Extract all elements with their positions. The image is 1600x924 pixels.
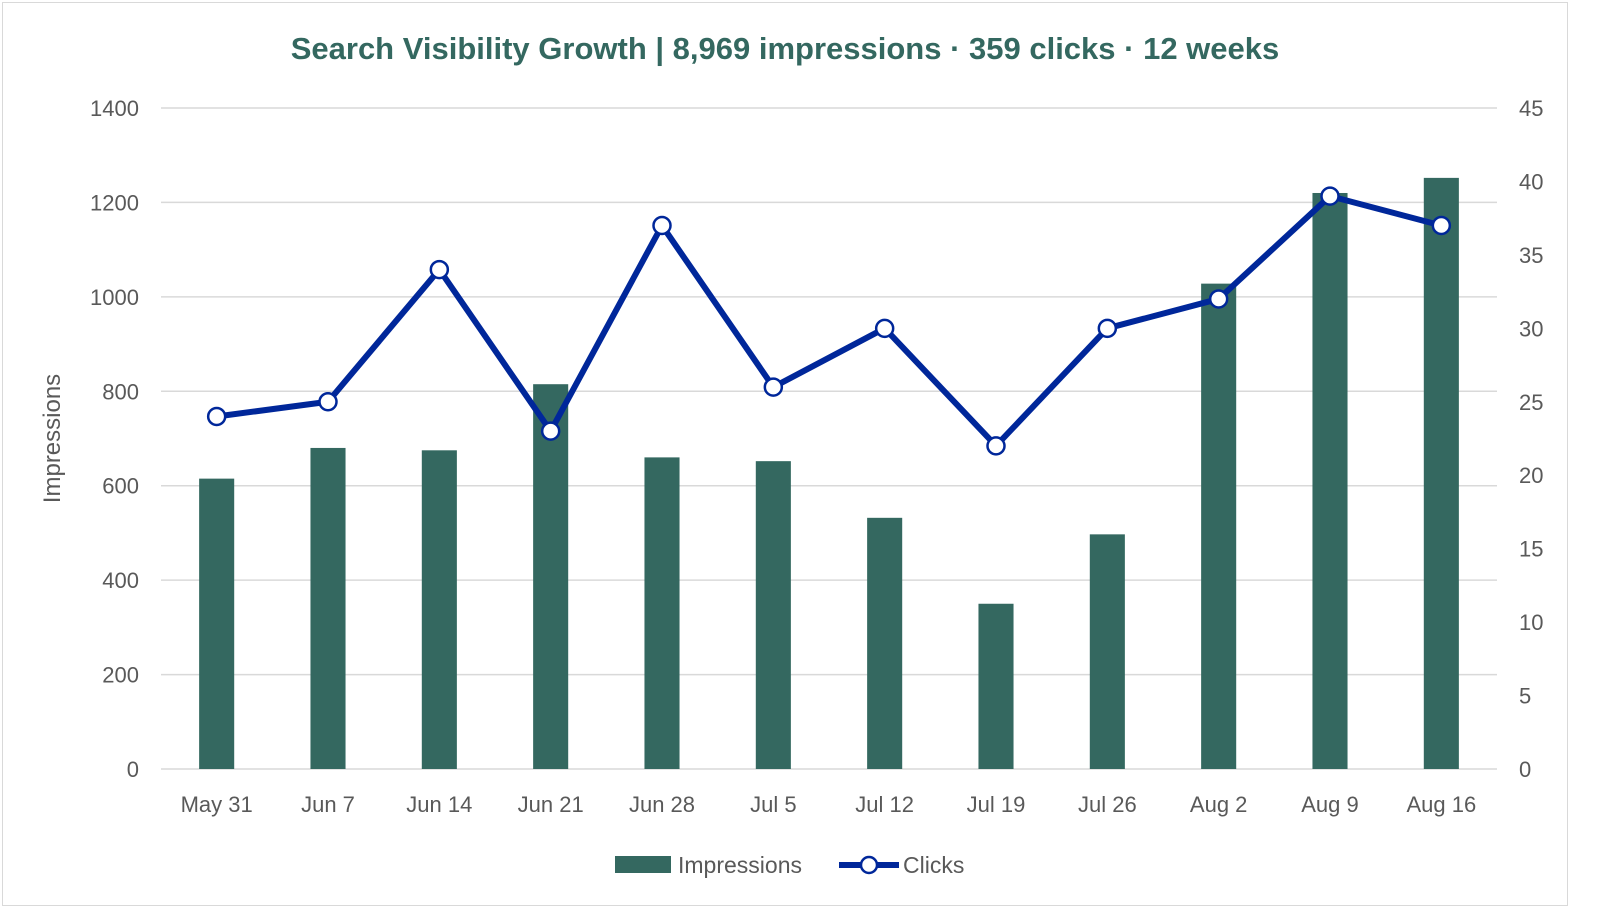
impressions-bar [1089, 534, 1125, 769]
x-tick-label: Aug 2 [1190, 792, 1248, 817]
clicks-point [1320, 186, 1340, 206]
impressions-bars [199, 177, 1459, 769]
clicks-point [429, 259, 450, 280]
y-right-tick-label: 40 [1519, 169, 1543, 194]
y-right-tick-label: 5 [1519, 684, 1531, 709]
x-tick-label: Jul 5 [750, 792, 796, 817]
y-right-tick-label: 30 [1519, 316, 1543, 341]
clicks-point [1431, 215, 1452, 236]
y-tick-label: 200 [102, 663, 139, 688]
clicks-point [318, 392, 338, 412]
clicks-line [213, 193, 1445, 449]
left-axis-ticks: 0 200 400 600 800 1000 1200 1400 [90, 96, 139, 782]
right-axis-ticks: 0 5 10 15 20 25 30 35 40 45 [1519, 96, 1543, 782]
x-tick-label: Aug 9 [1301, 792, 1359, 817]
x-tick-label: May 31 [181, 792, 253, 817]
impressions-bar [867, 517, 903, 769]
clicks-point [763, 377, 784, 397]
y-right-tick-label: 15 [1519, 537, 1543, 562]
legend: Impressions Clicks [615, 852, 964, 878]
y-right-tick-label: 35 [1519, 243, 1543, 268]
gridlines [161, 107, 1497, 770]
y-right-tick-label: 20 [1519, 463, 1543, 488]
x-tick-label: Jul 19 [967, 792, 1026, 817]
chart-title: Search Visibility Growth | 8,969 impress… [291, 31, 1280, 66]
x-axis-ticks: May 31 Jun 7 Jun 14 Jun 21 Jun 28 Jul 5 Jul 12… [181, 792, 1477, 817]
legend-swatch-impressions [615, 856, 671, 873]
impressions-bar [1201, 283, 1237, 769]
impressions-bar [199, 478, 235, 769]
clicks-point [1097, 318, 1118, 339]
impressions-bar [421, 450, 457, 769]
impressions-bar [1312, 192, 1348, 769]
chart-frame: Search Visibility Growth | 8,969 impress… [2, 2, 1568, 906]
clicks-point [986, 436, 1006, 456]
combo-chart: Search Visibility Growth | 8,969 impress… [39, 31, 1543, 878]
clicks-point [1208, 289, 1229, 309]
x-tick-label: Aug 16 [1406, 792, 1476, 817]
y-tick-label: 600 [102, 474, 139, 499]
impressions-bar [755, 461, 791, 769]
y-right-tick-label: 10 [1519, 610, 1543, 635]
x-tick-label: Jul 12 [855, 792, 914, 817]
x-tick-label: Jun 21 [518, 792, 584, 817]
x-tick-label: Jun 14 [406, 792, 472, 817]
legend-label-clicks: Clicks [903, 852, 964, 878]
impressions-bar [644, 457, 680, 769]
y-tick-label: 0 [127, 757, 139, 782]
x-tick-label: Jul 26 [1078, 792, 1137, 817]
x-tick-label: Jun 7 [301, 792, 355, 817]
clicks-point [206, 406, 227, 427]
clicks-point [874, 318, 895, 339]
y-right-tick-label: 0 [1519, 757, 1531, 782]
y-tick-label: 400 [102, 568, 139, 593]
clicks-point [540, 421, 561, 441]
clicks-line-series [206, 186, 1452, 456]
impressions-bar [978, 603, 1014, 769]
impressions-bar [1423, 177, 1459, 769]
impressions-bar [310, 447, 346, 769]
y-tick-label: 800 [102, 379, 139, 404]
legend-marker-clicks [859, 855, 879, 875]
impressions-bar [533, 384, 569, 769]
x-tick-label: Jun 28 [629, 792, 695, 817]
y-tick-label: 1000 [90, 285, 139, 310]
y-axis-title: Impressions [39, 374, 66, 503]
y-tick-label: 1200 [90, 190, 139, 215]
y-right-tick-label: 45 [1519, 96, 1543, 121]
legend-label-impressions: Impressions [678, 852, 802, 878]
y-right-tick-label: 25 [1519, 390, 1543, 415]
clicks-point [652, 215, 672, 236]
y-tick-label: 1400 [90, 96, 139, 121]
